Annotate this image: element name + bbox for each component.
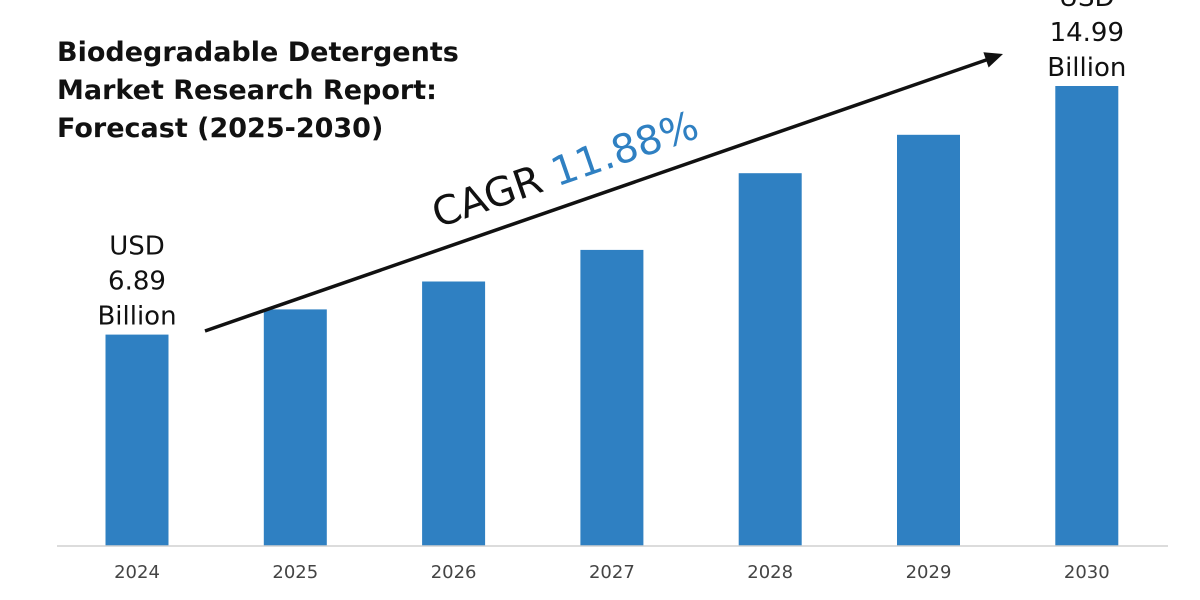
- x-tick-label-2024: 2024: [114, 562, 160, 583]
- x-tick-label-2028: 2028: [747, 562, 793, 583]
- start-value-label-line-1: USD: [109, 232, 165, 262]
- chart-title: Biodegradable Detergents Market Research…: [57, 34, 459, 148]
- cagr-arrow-head: [983, 52, 1003, 68]
- bar-2028: [738, 173, 802, 546]
- bar-2027: [580, 249, 644, 546]
- bar-2026: [422, 281, 486, 546]
- cagr-prefix: CAGR: [426, 153, 560, 238]
- x-tick-label-2026: 2026: [431, 562, 477, 583]
- bars-layer: [105, 86, 1119, 547]
- end-value-label-line-1: USD: [1059, 0, 1115, 13]
- x-tick-labels: 2024 2025 2026 2027 2028 2029 2030: [114, 562, 1110, 583]
- x-tick-label-2027: 2027: [589, 562, 635, 583]
- chart-title-line-2: Market Research Report:: [57, 75, 437, 106]
- cagr-arrow-line: [204, 57, 990, 333]
- end-value-label-line-2: 14.99: [1050, 18, 1124, 48]
- cagr-label: CAGR 11.88%: [426, 103, 704, 238]
- bar-2029: [897, 134, 960, 547]
- bar-2024: [105, 334, 169, 546]
- cagr-value: 11.88%: [545, 103, 704, 196]
- x-tick-label-2025: 2025: [272, 562, 318, 583]
- bar-2030: [1055, 86, 1119, 546]
- chart-title-line-1: Biodegradable Detergents: [57, 37, 459, 68]
- end-value-label-line-3: Billion: [1047, 53, 1126, 83]
- start-value-label-line-3: Billion: [97, 302, 176, 332]
- start-value-label-line-2: 6.89: [108, 267, 166, 297]
- x-tick-label-2029: 2029: [906, 562, 952, 583]
- bar-2025: [263, 309, 327, 546]
- x-tick-label-2030: 2030: [1064, 562, 1110, 583]
- chart-title-line-3: Forecast (2025-2030): [57, 113, 384, 144]
- annotations-layer: USD 6.89 Billion USD 14.99 Billion: [97, 0, 1126, 332]
